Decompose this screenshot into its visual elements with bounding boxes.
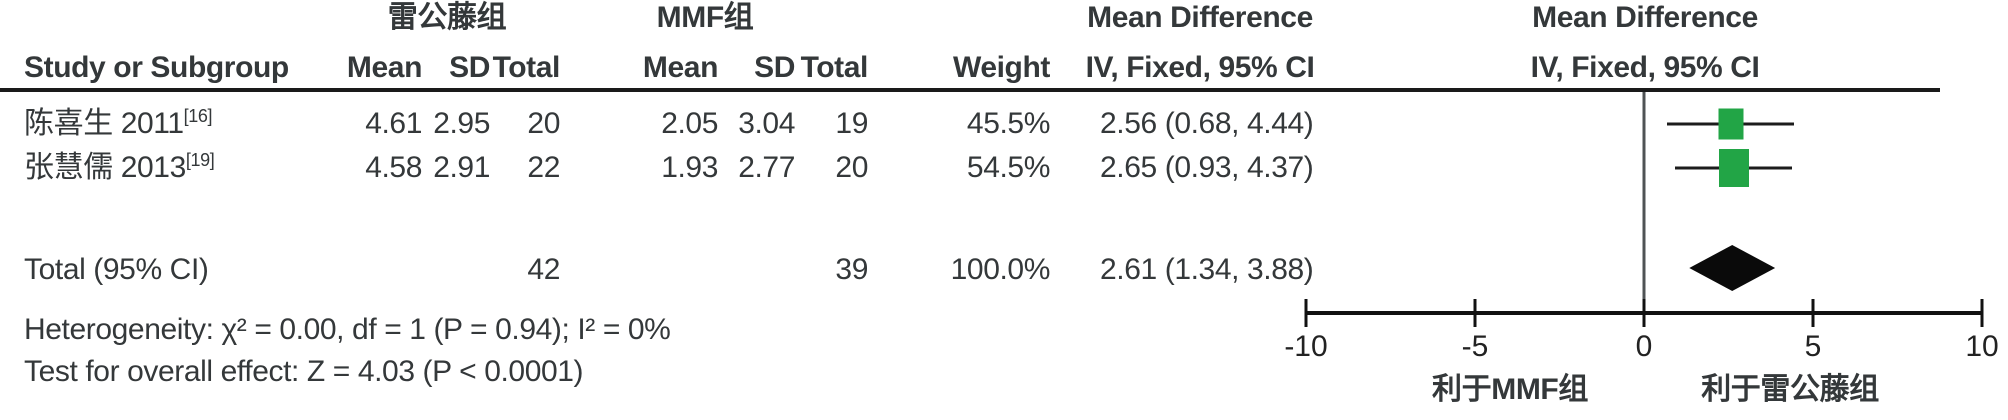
tick-label: 10 (1965, 330, 1999, 363)
g1-sd-value: 2.95 (433, 107, 490, 140)
g2-mean-value: 2.05 (661, 107, 718, 140)
g2-total-value: 19 (835, 107, 868, 140)
axis-tick (1304, 299, 1308, 327)
g2-sd-value: 3.04 (738, 107, 795, 140)
total-g2-total: 39 (835, 253, 868, 286)
g2-mean-value: 1.93 (661, 151, 718, 184)
g1-mean-value: 4.58 (365, 151, 422, 184)
g1-mean-value: 4.61 (365, 107, 422, 140)
study-name: 陈喜生 2011 (24, 107, 184, 140)
effect-square (1718, 108, 1744, 140)
tick-label: 0 (1635, 330, 1653, 363)
study-row-label: 张慧儒 2013[19] (24, 150, 215, 186)
study-ref: [19] (185, 150, 215, 170)
axis-tick (1811, 299, 1815, 327)
md-column-header-line1: Mean Difference (1087, 1, 1313, 34)
tick-label: 5 (1804, 330, 1822, 363)
g2-sd-value: 2.77 (738, 151, 795, 184)
total-weight: 100.0% (950, 253, 1051, 286)
group2-header: MMF组 (656, 1, 754, 34)
weight-value: 45.5% (966, 107, 1050, 140)
g1-total-header: Total (492, 51, 561, 84)
total-md-ci-text: 2.61 (1.34, 3.88) (1100, 253, 1314, 286)
plot-header-line1: Mean Difference (1532, 1, 1758, 34)
pooled-diamond (1689, 245, 1776, 291)
axis-tick-labels: -10 -5 0 5 10 (1284, 329, 1998, 365)
axis-tick (1473, 299, 1477, 327)
effect-square (1718, 149, 1749, 187)
g2-mean-header: Mean (642, 51, 718, 84)
tick-label: -10 (1284, 330, 1328, 363)
md-column-header-line2: IV, Fixed, 95% CI (1085, 51, 1315, 84)
g1-mean-header: Mean (346, 51, 422, 84)
g2-sd-header: SD (754, 51, 795, 84)
g1-sd-header: SD (449, 51, 490, 84)
g1-total-value: 22 (527, 151, 560, 184)
total-g1-total: 42 (527, 253, 560, 286)
axis-tick (1642, 299, 1646, 327)
g2-total-header: Total (800, 51, 869, 84)
g1-total-value: 20 (527, 107, 560, 140)
total-row-label: Total (95% CI) (24, 253, 209, 286)
group1-header: 雷公藤组 (387, 1, 507, 34)
g1-sd-value: 2.91 (433, 151, 490, 184)
favours-right-label: 利于雷公藤组 (1701, 373, 1879, 406)
plot-header-line2: IV, Fixed, 95% CI (1530, 51, 1760, 84)
study-column-header: Study or Subgroup (24, 51, 289, 84)
zero-line (1642, 92, 1646, 313)
g2-total-value: 20 (835, 151, 868, 184)
weight-column-header: Weight (952, 51, 1050, 84)
study-ref: [16] (183, 106, 213, 126)
header-separator-rule (0, 88, 1940, 92)
overall-effect-text: Test for overall effect: Z = 4.03 (P < 0… (24, 355, 584, 388)
study-row-label: 陈喜生 2011[16] (24, 106, 213, 142)
md-ci-text: 2.65 (0.93, 4.37) (1100, 151, 1314, 184)
axis-tick (1980, 299, 1984, 327)
study-name: 张慧儒 2013 (24, 151, 186, 184)
tick-label: -5 (1461, 330, 1489, 363)
favours-left-label: 利于MMF组 (1432, 373, 1588, 406)
forest-plot-area (1304, 92, 1984, 327)
md-ci-text: 2.56 (0.68, 4.44) (1100, 107, 1314, 140)
weight-value: 54.5% (966, 151, 1050, 184)
heterogeneity-text: Heterogeneity: χ² = 0.00, df = 1 (P = 0.… (24, 313, 671, 346)
